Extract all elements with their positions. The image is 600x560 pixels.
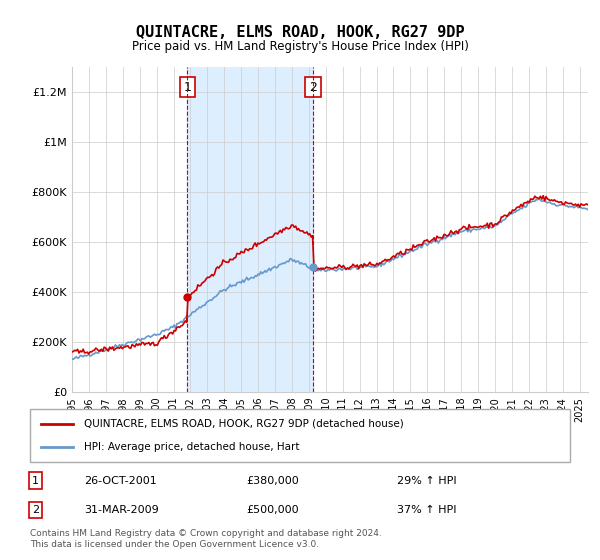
Text: 2: 2 bbox=[32, 505, 39, 515]
Text: Price paid vs. HM Land Registry's House Price Index (HPI): Price paid vs. HM Land Registry's House … bbox=[131, 40, 469, 53]
Text: 26-OCT-2001: 26-OCT-2001 bbox=[84, 476, 157, 486]
FancyBboxPatch shape bbox=[30, 409, 570, 462]
Text: HPI: Average price, detached house, Hart: HPI: Average price, detached house, Hart bbox=[84, 442, 299, 452]
Text: QUINTACRE, ELMS ROAD, HOOK, RG27 9DP (detached house): QUINTACRE, ELMS ROAD, HOOK, RG27 9DP (de… bbox=[84, 419, 404, 429]
Text: 2: 2 bbox=[309, 81, 317, 94]
Bar bbox=[187, 67, 313, 392]
Text: 1: 1 bbox=[184, 81, 191, 94]
Text: 29% ↑ HPI: 29% ↑ HPI bbox=[397, 476, 457, 486]
Text: QUINTACRE, ELMS ROAD, HOOK, RG27 9DP: QUINTACRE, ELMS ROAD, HOOK, RG27 9DP bbox=[136, 25, 464, 40]
Text: Contains HM Land Registry data © Crown copyright and database right 2024.
This d: Contains HM Land Registry data © Crown c… bbox=[30, 529, 382, 549]
Text: £500,000: £500,000 bbox=[246, 505, 299, 515]
Text: 37% ↑ HPI: 37% ↑ HPI bbox=[397, 505, 457, 515]
Text: 1: 1 bbox=[32, 476, 39, 486]
Text: 31-MAR-2009: 31-MAR-2009 bbox=[84, 505, 159, 515]
Text: £380,000: £380,000 bbox=[246, 476, 299, 486]
